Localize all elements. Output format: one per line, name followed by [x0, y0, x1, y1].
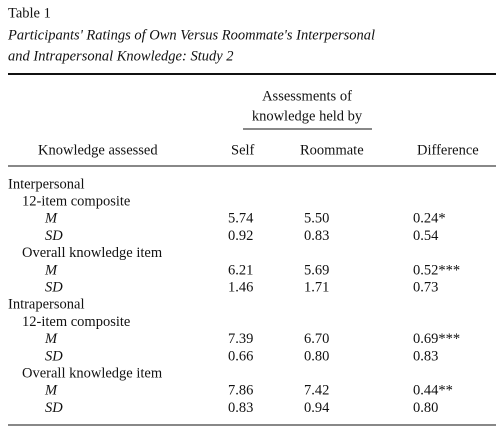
measure-label: 12-item composite [22, 314, 130, 330]
cell-value: 0.52*** [413, 262, 460, 278]
statistic-label: M [44, 262, 58, 278]
spanner-header: knowledge held by [252, 108, 363, 124]
table-title: and Intrapersonal Knowledge: Study 2 [8, 48, 234, 64]
measure-label: 12-item composite [22, 194, 130, 210]
measure-label: Overall knowledge item [22, 366, 163, 382]
statistic-label: M [44, 211, 58, 227]
cell-value: 6.21 [228, 262, 253, 278]
cell-value: 7.42 [304, 383, 329, 399]
column-header: Roommate [300, 142, 364, 158]
cell-value: 0.83 [413, 348, 438, 364]
spanner-header: Assessments of [262, 88, 352, 104]
column-header: Self [231, 142, 255, 158]
cell-value: 7.39 [228, 331, 253, 347]
statistic-label: SD [45, 228, 63, 244]
cell-value: 0.94 [304, 400, 330, 416]
column-header: Difference [417, 142, 479, 158]
cell-value: 0.83 [228, 400, 253, 416]
measure-label: Overall knowledge item [22, 245, 163, 261]
cell-value: 0.80 [304, 348, 329, 364]
cell-value: 5.74 [228, 211, 254, 227]
cell-value: 0.44** [413, 383, 453, 399]
statistic-label: SD [45, 400, 63, 416]
cell-value: 0.92 [228, 228, 253, 244]
cell-value: 0.24* [413, 211, 446, 227]
section-label: Interpersonal [8, 176, 85, 192]
statistic-label: SD [45, 280, 63, 296]
section-label: Intrapersonal [8, 297, 85, 313]
statistic-label: M [44, 383, 58, 399]
cell-value: 1.71 [304, 280, 329, 296]
cell-value: 5.50 [304, 211, 329, 227]
cell-value: 0.54 [413, 228, 439, 244]
cell-value: 0.69*** [413, 331, 460, 347]
cell-value: 0.83 [304, 228, 329, 244]
table-title: Participants' Ratings of Own Versus Room… [7, 27, 375, 43]
cell-value: 1.46 [228, 280, 253, 296]
statistic-label: M [44, 331, 58, 347]
cell-value: 6.70 [304, 331, 329, 347]
column-header: Knowledge assessed [38, 142, 158, 158]
statistic-label: SD [45, 348, 63, 364]
table-label: Table 1 [8, 5, 51, 21]
cell-value: 0.66 [228, 348, 253, 364]
cell-value: 5.69 [304, 262, 329, 278]
cell-value: 0.80 [413, 400, 438, 416]
cell-value: 0.73 [413, 280, 438, 296]
cell-value: 7.86 [228, 383, 253, 399]
